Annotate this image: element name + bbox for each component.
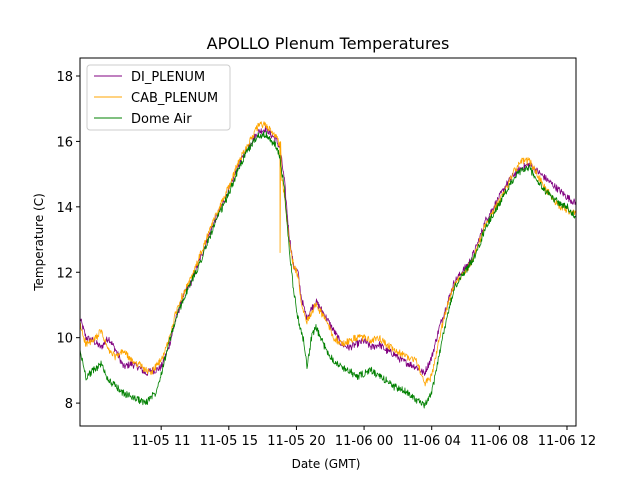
x-tick-label: 11-06 08 [470, 434, 528, 449]
x-tick-label: 11-06 12 [538, 434, 596, 449]
x-tick-label: 11-05 15 [200, 434, 258, 449]
y-tick-label: 14 [56, 201, 73, 216]
y-tick-label: 10 [56, 332, 73, 347]
x-tick-label: 11-06 04 [402, 434, 460, 449]
y-tick-label: 18 [56, 70, 73, 85]
plot-frame [79, 57, 577, 427]
x-tick-label: 11-05 11 [132, 434, 190, 449]
y-axis-label: Temperature (C) [32, 193, 46, 292]
x-tick-label: 11-05 20 [267, 434, 325, 449]
chart-title: APOLLO Plenum Temperatures [207, 34, 450, 53]
y-tick-label: 8 [65, 397, 73, 412]
legend-label-cab-plenum: CAB_PLENUM [131, 91, 218, 106]
series-line-dome-air [79, 130, 577, 409]
x-tick-label: 11-06 00 [335, 434, 393, 449]
y-tick-label: 16 [56, 135, 73, 150]
legend: DI_PLENUM CAB_PLENUM Dome Air [86, 64, 231, 131]
legend-label-dome-air: Dome Air [131, 112, 192, 127]
x-axis-label: Date (GMT) [292, 457, 361, 471]
x-axis-ticks: 11-05 11 11-05 15 11-05 20 11-06 00 11-06 04… [132, 426, 596, 449]
y-tick-label: 12 [56, 266, 73, 281]
legend-box [86, 64, 231, 131]
legend-label-di-plenum: DI_PLENUM [131, 70, 205, 85]
series-layer [79, 121, 577, 409]
y-axis-ticks: 8 10 12 14 16 18 [56, 70, 80, 412]
series-line-cab-plenum [79, 121, 577, 387]
